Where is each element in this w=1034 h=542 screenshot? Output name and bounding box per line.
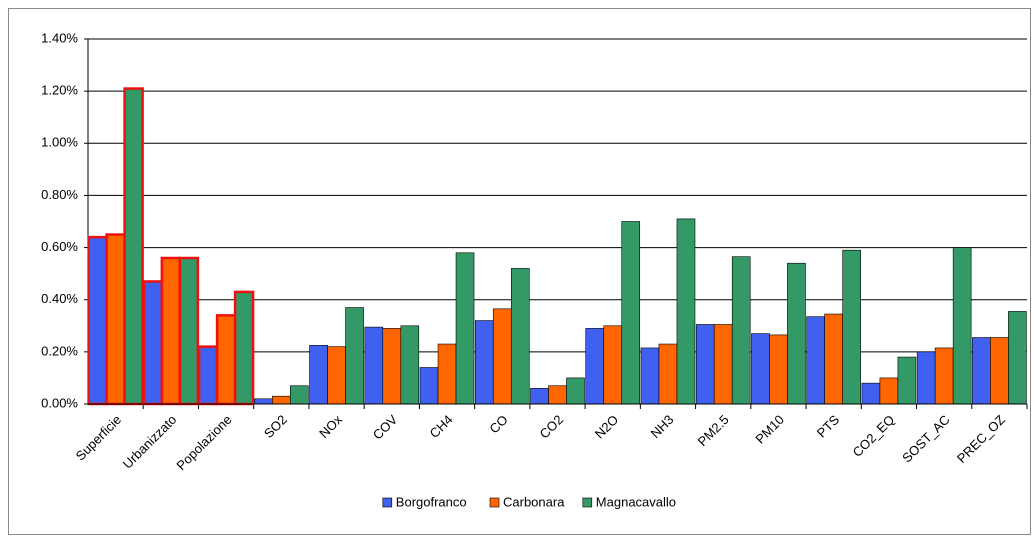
- bar: [787, 262, 806, 405]
- bar: [309, 345, 328, 405]
- bar: [566, 377, 585, 405]
- bar: [897, 356, 917, 405]
- bar: [474, 320, 494, 405]
- bar: [197, 345, 219, 406]
- bar: [123, 87, 144, 406]
- bar: [585, 328, 605, 405]
- bar: [769, 334, 788, 405]
- bar: [842, 249, 861, 405]
- bar: [160, 256, 182, 406]
- bar: [990, 337, 1009, 405]
- legend-label: Carbonara: [503, 494, 565, 509]
- bar: [400, 325, 420, 405]
- bar: [676, 218, 696, 405]
- bar: [824, 313, 843, 405]
- bar: [233, 290, 255, 406]
- bar: [861, 382, 881, 405]
- y-tick-label: 0.00%: [41, 395, 78, 410]
- bar: [327, 346, 346, 405]
- y-tick-label: 0.60%: [41, 239, 78, 254]
- bar: [695, 324, 715, 405]
- bar: [751, 333, 770, 405]
- bar: [510, 268, 530, 405]
- bar: [419, 367, 439, 405]
- y-tick-label: 1.00%: [41, 135, 78, 150]
- bar: [806, 316, 825, 405]
- bar: [972, 337, 991, 405]
- bar: [215, 314, 237, 406]
- y-tick-label: 0.20%: [41, 343, 78, 358]
- bar: [713, 324, 733, 405]
- legend-swatch: [489, 497, 500, 508]
- y-tick-label: 0.80%: [41, 187, 78, 202]
- bar: [142, 280, 164, 406]
- bar: [455, 252, 475, 405]
- bar: [934, 347, 954, 405]
- bar: [916, 351, 936, 405]
- bar: [1008, 311, 1027, 405]
- bar: [603, 325, 623, 405]
- y-tick-label: 1.20%: [41, 83, 78, 98]
- bar: [952, 247, 972, 405]
- bar: [178, 256, 200, 406]
- bar: [879, 377, 899, 405]
- bar: [492, 308, 512, 405]
- legend-label: Borgofranco: [396, 494, 467, 509]
- legend-swatch: [382, 497, 393, 508]
- bar: [437, 343, 457, 405]
- bar: [364, 326, 384, 405]
- bar: [731, 256, 751, 405]
- bar: [548, 385, 567, 405]
- bar: [382, 328, 402, 405]
- bar: [254, 398, 273, 405]
- bar: [87, 235, 108, 406]
- bar: [272, 395, 291, 405]
- bar: [345, 307, 364, 405]
- bar: [658, 343, 678, 405]
- y-tick-label: 0.40%: [41, 291, 78, 306]
- y-tick-label: 1.40%: [41, 30, 78, 45]
- legend-swatch: [582, 497, 593, 508]
- bar: [640, 347, 660, 405]
- bar: [290, 385, 309, 405]
- legend-label: Magnacavallo: [596, 494, 676, 509]
- bar: [530, 388, 549, 405]
- bar: [621, 221, 641, 405]
- bar: [105, 233, 126, 406]
